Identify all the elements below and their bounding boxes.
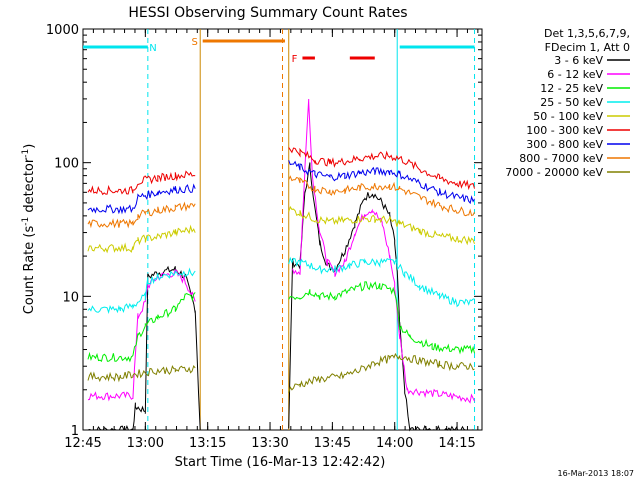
legend-label: 300 - 800 keV <box>526 138 603 151</box>
legend: Det 1,3,5,6,7,9, FDecim 1, Att 0 3 - 6 k… <box>505 27 630 179</box>
legend-label: 100 - 300 keV <box>526 124 603 137</box>
legend-label: 3 - 6 keV <box>554 54 603 67</box>
x-tick-label: 13:45 <box>314 436 351 451</box>
tick-labels: 1 10 100 1000 12:45 13:00 13:15 13:30 13:45 14:00… <box>46 23 476 451</box>
series-lines <box>87 98 475 432</box>
observing-flags: N S F <box>83 37 475 65</box>
legend-label: 12 - 25 keV <box>540 82 603 95</box>
x-tick-label: 13:00 <box>127 436 164 451</box>
series-line <box>87 352 475 393</box>
vertical-markers <box>147 29 476 430</box>
x-tick-label: 13:30 <box>251 436 288 451</box>
x-tick-label: 13:15 <box>189 436 226 451</box>
series-line <box>87 147 475 196</box>
y-tick-label: 100 <box>54 157 79 172</box>
chart-title: HESSI Observing Summary Count Rates <box>128 5 407 21</box>
series-line <box>87 175 475 229</box>
y-axis-label: Count Rate (s-1 detector-1) <box>21 144 37 315</box>
series-line <box>87 281 475 363</box>
series-line <box>87 256 475 314</box>
legend-label: 50 - 100 keV <box>533 110 603 123</box>
x-axis-label: Start Time (16-Mar-13 12:42:42) <box>175 455 386 470</box>
legend-label: 25 - 50 keV <box>540 96 603 109</box>
y-tick-label: 1000 <box>46 23 79 38</box>
y-axis-label-sup1: -1 <box>21 217 31 226</box>
y-axis-label-sup2: -1 <box>21 149 31 158</box>
footer-date: 16-Mar-2013 18:07 <box>558 469 635 478</box>
y-tick-label: 10 <box>62 290 79 305</box>
x-tick-label: 14:00 <box>376 436 413 451</box>
series-line <box>87 160 475 215</box>
legend-label: 6 - 12 keV <box>547 68 603 81</box>
series-line <box>87 205 475 254</box>
legend-header-line1: Det 1,3,5,6,7,9, <box>544 27 630 40</box>
legend-label: 7000 - 20000 keV <box>505 166 603 179</box>
flag-label: F <box>292 54 298 65</box>
legend-label: 800 - 7000 keV <box>519 152 603 165</box>
y-axis-label-mid: detector <box>22 157 37 217</box>
y-axis-label-main: Count Rate (s <box>22 226 37 315</box>
y-axis-label-end: ) <box>22 144 37 149</box>
flag-label: N <box>149 43 156 54</box>
flag-label: S <box>192 37 198 48</box>
x-tick-label: 14:15 <box>438 436 475 451</box>
legend-header-line2: FDecim 1, Att 0 <box>545 41 630 54</box>
x-tick-label: 12:45 <box>64 436 101 451</box>
y-tick-label: 1 <box>71 424 79 439</box>
series-line <box>87 162 475 432</box>
